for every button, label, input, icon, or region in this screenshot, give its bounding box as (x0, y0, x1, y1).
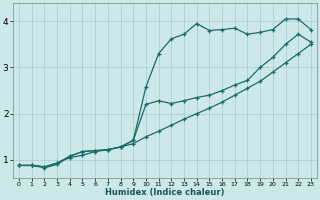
X-axis label: Humidex (Indice chaleur): Humidex (Indice chaleur) (105, 188, 225, 197)
